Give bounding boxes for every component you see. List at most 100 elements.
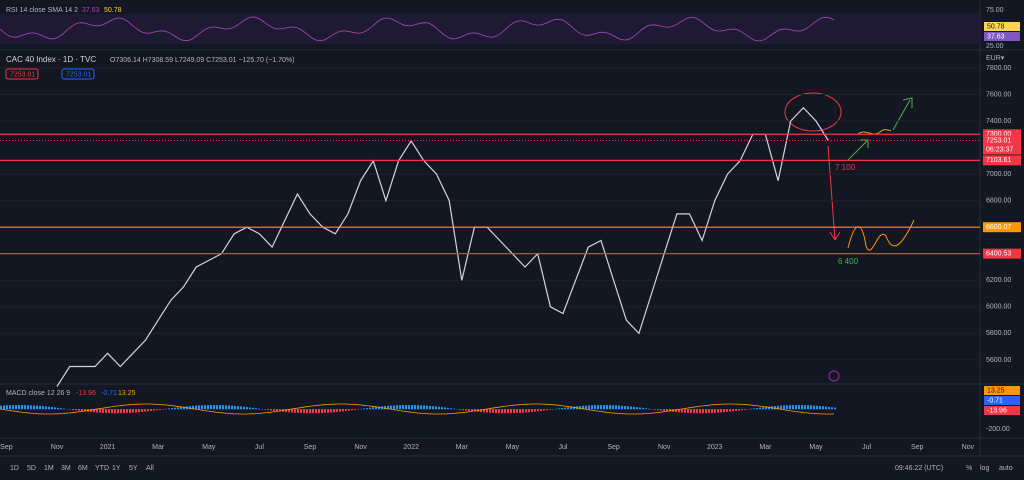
range-button[interactable]: 5D	[27, 465, 36, 472]
macd-histogram	[711, 409, 713, 414]
range-button[interactable]: 1Y	[112, 465, 121, 472]
macd-histogram	[63, 408, 65, 410]
macd-histogram	[222, 405, 224, 410]
log[interactable]: log	[980, 465, 989, 472]
level-label: 7300.00	[986, 131, 1011, 138]
macd-histogram	[270, 409, 272, 411]
icon[interactable]	[828, 370, 840, 382]
macd-histogram	[795, 405, 797, 410]
macd-histogram	[45, 406, 47, 410]
x-tick-label: Nov	[658, 444, 671, 451]
macd-histogram	[27, 405, 29, 410]
macd-histogram	[240, 406, 242, 410]
macd-histogram	[114, 409, 116, 414]
macd-histogram	[744, 409, 746, 410]
macd-histogram	[72, 409, 74, 411]
ask[interactable]: 7253.01	[66, 71, 91, 78]
macd-histogram	[264, 409, 266, 410]
macd-histogram	[336, 409, 338, 412]
range-button[interactable]: 1M	[44, 465, 54, 472]
arrow	[827, 145, 841, 241]
macd-histogram	[447, 407, 449, 410]
macd-histogram	[549, 409, 551, 410]
macd-histogram	[759, 407, 761, 410]
macd-histogram	[210, 405, 212, 410]
macd-histogram	[249, 407, 251, 410]
macd-histogram	[585, 405, 587, 410]
macd-histogram	[606, 405, 608, 410]
macd-histogram	[60, 408, 62, 410]
macd-histogram	[330, 409, 332, 413]
macd-histogram	[612, 405, 614, 410]
macd-histogram	[798, 405, 800, 410]
macd-histogram	[156, 409, 158, 411]
currency[interactable]: EUR▾	[986, 55, 1005, 62]
macd-histogram	[96, 409, 98, 413]
macd-histogram	[315, 409, 317, 414]
rsi-scale: 75.00	[986, 7, 1004, 14]
clock: 09:46:22 (UTC)	[895, 465, 943, 472]
macd-title: MACD close 12 26 9	[6, 390, 70, 397]
y-tick-label: 7600.00	[986, 91, 1011, 98]
macd-histogram	[141, 409, 143, 412]
macd-histogram	[36, 405, 38, 410]
macd-histogram	[525, 409, 527, 413]
arrow	[892, 97, 913, 131]
macd-histogram	[690, 409, 692, 414]
macd-histogram	[327, 409, 329, 413]
range-button[interactable]: All	[146, 465, 154, 472]
range-button[interactable]: YTD	[95, 465, 109, 472]
macd-histogram	[372, 407, 374, 410]
auto[interactable]: auto	[999, 465, 1013, 472]
macd-histogram	[423, 405, 425, 410]
macd-histogram	[642, 407, 644, 410]
macd-histogram	[387, 405, 389, 410]
badge	[984, 22, 1020, 31]
macd-histogram	[540, 409, 542, 411]
macd-histogram	[192, 405, 194, 410]
x-tick-label: Sep	[0, 444, 13, 451]
macd-histogram	[108, 409, 110, 414]
rsi-value: 37.63	[82, 7, 100, 14]
macd-histogram	[105, 409, 107, 414]
macd-histogram	[516, 409, 518, 414]
last-badge	[983, 135, 1021, 155]
range-button[interactable]: 5Y	[129, 465, 138, 472]
macd-histogram	[69, 409, 71, 410]
y-tick-label: 5800.00	[986, 330, 1011, 337]
macd-histogram	[528, 409, 530, 413]
macd-histogram	[393, 405, 395, 410]
macd-histogram	[102, 409, 104, 413]
macd-histogram	[252, 407, 254, 410]
macd-histogram	[81, 409, 83, 412]
range-button[interactable]: 6M	[78, 465, 88, 472]
x-tick-label: Nov	[51, 444, 64, 451]
symbol: CAC 40 Index · 1D · TVC	[6, 55, 96, 64]
macd-histogram	[792, 405, 794, 410]
x-tick-label: Sep	[911, 444, 924, 451]
macd-histogram	[504, 409, 506, 414]
macd-histogram	[75, 409, 77, 411]
macd-histogram	[615, 405, 617, 410]
macd-histogram	[288, 409, 290, 413]
bid-box[interactable]	[5, 68, 39, 80]
macd-histogram	[444, 407, 446, 410]
macd-histogram	[699, 409, 701, 414]
macd-histogram	[663, 409, 665, 411]
ask-box[interactable]	[61, 68, 95, 80]
macd-histogram	[324, 409, 326, 413]
macd-histogram	[342, 409, 344, 412]
macd-histogram	[573, 406, 575, 410]
bid[interactable]: 7253.01	[10, 71, 35, 78]
macd-histogram	[804, 405, 806, 410]
macd-histogram	[474, 409, 476, 412]
macd-histogram	[219, 405, 221, 410]
macd-histogram	[174, 407, 176, 410]
macd-histogram	[159, 409, 161, 410]
macd-histogram	[546, 409, 548, 411]
macd-scale: -200.00	[986, 426, 1010, 433]
macd-histogram	[756, 407, 758, 410]
range-button[interactable]: 1D	[10, 465, 19, 472]
percent[interactable]: %	[966, 465, 972, 472]
range-button[interactable]: 3M	[61, 465, 71, 472]
